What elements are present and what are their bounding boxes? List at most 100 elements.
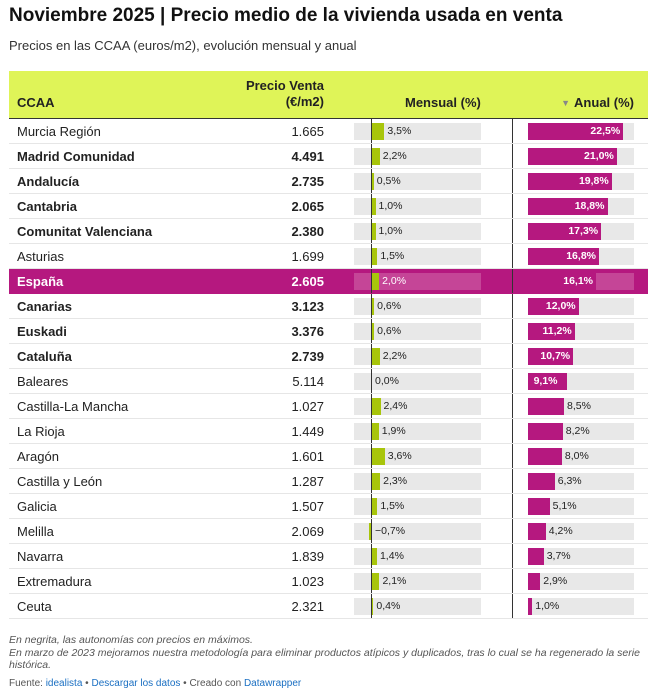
row-price: 1.507 xyxy=(291,499,324,514)
mensual-zero-axis xyxy=(371,569,372,593)
anual-axis xyxy=(512,219,513,243)
datawrapper-link[interactable]: Datawrapper xyxy=(243,678,302,689)
mensual-value-label: 1,0% xyxy=(378,200,403,212)
mensual-zero-axis xyxy=(371,219,372,243)
anual-value-label: 17,3% xyxy=(568,225,599,237)
mensual-bar-track xyxy=(354,148,481,165)
anual-axis xyxy=(512,394,513,418)
column-header-anual[interactable]: ▼ Anual (%) xyxy=(561,95,634,110)
mensual-bar-track xyxy=(354,498,481,515)
row-name: Madrid Comunidad xyxy=(17,149,135,164)
mensual-bar xyxy=(372,173,374,190)
row-name: Cantabria xyxy=(17,199,77,214)
table-row: Aragón 1.601 3,6% 8,0% xyxy=(9,444,648,469)
anual-value-label: 5,1% xyxy=(552,500,577,512)
mensual-bar xyxy=(372,573,380,590)
anual-bar xyxy=(528,198,608,215)
mensual-zero-axis xyxy=(371,494,372,518)
anual-bar xyxy=(528,498,550,515)
table-row: Castilla y León 1.287 2,3% 6,3% xyxy=(9,469,648,494)
mensual-bar xyxy=(368,523,371,540)
column-header-ccaa[interactable]: CCAA xyxy=(17,95,55,110)
row-name: Castilla y León xyxy=(17,474,103,489)
footer-created-with: • Creado con xyxy=(180,678,244,689)
table-row: Euskadi 3.376 0,6% 11,2% xyxy=(9,319,648,344)
anual-value-label: 19,8% xyxy=(578,175,609,187)
footer-separator: • xyxy=(82,678,92,689)
table-header: CCAA Precio Venta (€/m2) Mensual (%) ▼ An… xyxy=(9,71,648,119)
mensual-zero-axis xyxy=(371,519,372,543)
triangle-down-icon: ▼ xyxy=(561,98,571,108)
anual-bar xyxy=(528,373,567,390)
mensual-bar-track xyxy=(354,123,481,140)
mensual-value-label: 2,0% xyxy=(382,275,407,287)
column-header-price-line1: Precio Venta xyxy=(245,78,324,93)
anual-value-label: 12,0% xyxy=(545,300,576,312)
mensual-bar xyxy=(372,323,375,340)
mensual-bar xyxy=(372,248,378,265)
anual-bar xyxy=(528,548,544,565)
table-row: Ceuta 2.321 0,4% 1,0% xyxy=(9,594,648,619)
anual-bar-track xyxy=(528,498,634,515)
row-price: 1.601 xyxy=(291,449,324,464)
row-name: Canarias xyxy=(17,299,72,314)
anual-value-label: 8,2% xyxy=(565,425,590,437)
anual-bar xyxy=(528,298,579,315)
anual-value-label: 18,8% xyxy=(574,200,605,212)
row-name: Navarra xyxy=(17,549,64,564)
mensual-bar-track xyxy=(354,273,481,290)
row-name: Asturias xyxy=(17,249,64,264)
mensual-zero-axis xyxy=(371,344,372,368)
mensual-zero-axis xyxy=(371,319,372,343)
row-price: 3.376 xyxy=(291,324,324,339)
column-header-price[interactable]: Precio Venta (€/m2) xyxy=(204,78,324,110)
anual-value-label: 2,9% xyxy=(543,575,568,587)
anual-value-label: 11,2% xyxy=(542,325,572,337)
mensual-bar-track xyxy=(354,398,481,415)
row-price: 1.027 xyxy=(291,399,324,414)
anual-bar xyxy=(528,173,612,190)
mensual-bar xyxy=(372,473,381,490)
mensual-bar-track xyxy=(354,448,481,465)
download-data-link[interactable]: Descargar los datos xyxy=(91,678,181,689)
anual-bar xyxy=(528,123,624,140)
column-header-mensual[interactable]: Mensual (%) xyxy=(405,95,481,110)
anual-value-label: 9,1% xyxy=(533,375,558,387)
table-row: Navarra 1.839 1,4% 3,7% xyxy=(9,544,648,569)
mensual-zero-axis xyxy=(371,444,372,468)
anual-value-label: 16,8% xyxy=(566,250,596,262)
footnotes: En negrita, las autonomías con precios e… xyxy=(9,634,645,672)
row-name: Cataluña xyxy=(17,349,72,364)
data-table: CCAA Precio Venta (€/m2) Mensual (%) ▼ An… xyxy=(9,71,648,619)
row-name: Castilla-La Mancha xyxy=(17,399,129,414)
mensual-bar xyxy=(372,498,378,515)
mensual-value-label: 0,6% xyxy=(377,300,402,312)
row-price: 4.491 xyxy=(291,149,324,164)
row-price: 1.023 xyxy=(291,574,324,589)
anual-bar xyxy=(528,423,563,440)
anual-bar xyxy=(528,598,533,615)
mensual-bar-track xyxy=(354,223,481,240)
footer-source-label: Fuente: xyxy=(9,678,46,689)
source-link[interactable]: idealista xyxy=(45,678,83,689)
table-row: Canarias 3.123 0,6% 12,0% xyxy=(9,294,648,319)
row-price: 1.665 xyxy=(291,124,324,139)
column-header-price-line2: (€/m2) xyxy=(285,94,324,109)
anual-bar xyxy=(528,348,574,365)
anual-axis xyxy=(512,544,513,568)
anual-value-label: 4,2% xyxy=(548,525,573,537)
mensual-bar-track xyxy=(354,198,481,215)
anual-axis xyxy=(512,194,513,218)
anual-bar xyxy=(528,473,555,490)
row-price: 1.699 xyxy=(291,249,324,264)
mensual-bar-track xyxy=(354,173,481,190)
mensual-value-label: 0,4% xyxy=(376,600,401,612)
column-header-anual-label: Anual (%) xyxy=(574,95,634,110)
row-price: 5.114 xyxy=(292,374,324,389)
mensual-bar-track xyxy=(354,323,481,340)
mensual-zero-axis xyxy=(371,144,372,168)
mensual-zero-axis xyxy=(371,269,372,293)
row-name: Comunitat Valenciana xyxy=(17,224,153,239)
mensual-bar xyxy=(372,223,376,240)
row-price: 1.839 xyxy=(291,549,324,564)
